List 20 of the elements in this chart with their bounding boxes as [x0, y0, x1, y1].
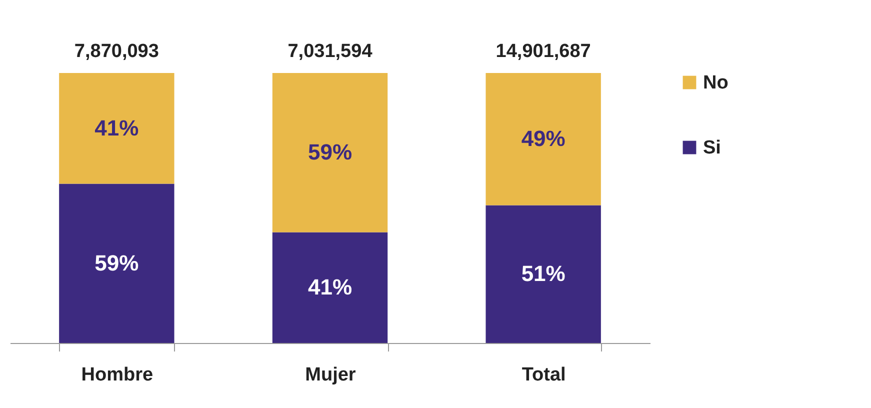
data-label: 41%	[94, 115, 139, 140]
legend-label: No	[703, 72, 728, 94]
bar	[486, 73, 601, 206]
x-tick-label: Total	[522, 364, 566, 386]
bar	[59, 184, 174, 343]
annotation: 14,901,687	[496, 41, 591, 62]
data-label: 59%	[94, 250, 139, 276]
bar	[59, 73, 174, 184]
legend-label: Si	[703, 138, 721, 158]
bar	[272, 232, 388, 343]
data-label: 41%	[308, 274, 352, 300]
annotation: 7,870,093	[74, 41, 159, 62]
x-tick-label: Mujer	[305, 364, 356, 386]
bar	[272, 73, 388, 232]
data-label: 59%	[308, 140, 352, 165]
data-label: 49%	[521, 126, 566, 152]
data-label: 51%	[521, 261, 566, 286]
bar	[486, 205, 601, 343]
annotation: 7,031,594	[288, 41, 373, 62]
x-tick-label: Hombre	[81, 364, 154, 386]
